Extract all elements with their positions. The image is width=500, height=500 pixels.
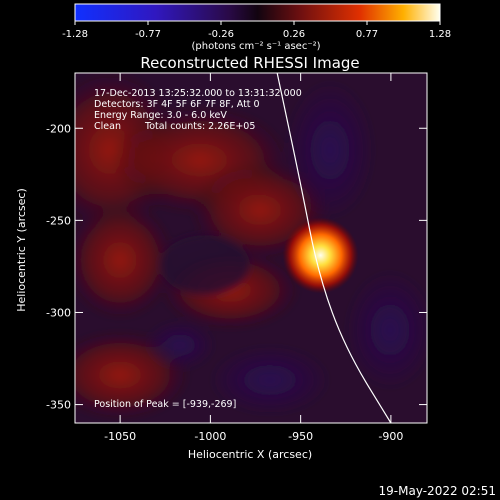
y-tick-label: -300 <box>46 306 71 319</box>
x-tick-label: -1050 <box>104 430 136 443</box>
time-range-annotation: 17-Dec-2013 13:25:32.000 to 13:31:32.000 <box>94 88 302 99</box>
y-axis-label: Heliocentric Y (arcsec) <box>15 188 28 312</box>
x-tick-label: -900 <box>378 430 403 443</box>
x-axis-ticks: -1050 -1000 -950 -900 <box>104 73 403 443</box>
algorithm-annotation: Clean <box>94 121 121 132</box>
chart-title: Reconstructed RHESSI Image <box>140 54 359 72</box>
energy-range-annotation: Energy Range: 3.0 - 6.0 keV <box>94 110 227 121</box>
colorbar <box>74 3 441 22</box>
y-tick-label: -250 <box>46 214 71 227</box>
y-axis-ticks: -200 -250 -300 -350 <box>46 122 427 412</box>
y-tick-label: -200 <box>46 122 71 135</box>
heatmap-image <box>75 73 427 423</box>
colorbar-tick-label: 0.77 <box>356 29 378 40</box>
detectors-annotation: Detectors: 3F 4F 5F 6F 7F 8F, Att 0 <box>94 99 260 110</box>
peak-position-annotation: Position of Peak = [-939,-269] <box>94 399 236 410</box>
total-counts-annotation: Total counts: 2.26E+05 <box>144 121 255 132</box>
solar-limb-curve <box>276 73 392 423</box>
colorbar-tick-label: -0.77 <box>135 29 161 40</box>
flare-peak-source <box>282 217 359 294</box>
colorbar-tick-label: 1.28 <box>429 29 451 40</box>
x-tick-label: -1000 <box>194 430 226 443</box>
colorbar-tick-label: -0.26 <box>208 29 234 40</box>
y-tick-label: -350 <box>46 399 71 412</box>
colorbar-ticks <box>74 21 441 25</box>
footer-timestamp: 19-May-2022 02:51 <box>379 484 496 498</box>
x-axis-label: Heliocentric X (arcsec) <box>188 448 312 461</box>
x-tick-label: -950 <box>288 430 313 443</box>
colorbar-tick-label: 0.26 <box>283 29 305 40</box>
colorbar-tick-label: -1.28 <box>62 29 88 40</box>
colorbar-unit-label: (photons cm⁻² s⁻¹ asec⁻²) <box>191 41 320 52</box>
plot-frame <box>74 72 428 424</box>
